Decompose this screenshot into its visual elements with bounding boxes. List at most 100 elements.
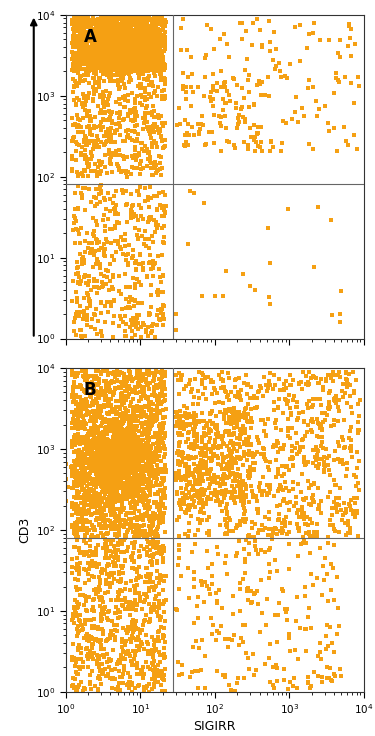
Point	[151, 666, 157, 678]
Point	[105, 49, 111, 61]
Point	[161, 62, 167, 74]
Point	[101, 56, 107, 68]
Point	[81, 305, 87, 317]
Point	[131, 624, 137, 636]
Point	[130, 39, 136, 51]
Point	[126, 365, 132, 377]
Point	[69, 369, 75, 381]
Point	[82, 49, 88, 60]
Point	[130, 64, 136, 76]
Point	[159, 11, 165, 23]
Point	[319, 424, 325, 436]
Point	[123, 463, 129, 475]
Point	[108, 664, 114, 676]
Point	[240, 513, 246, 525]
Point	[333, 390, 339, 402]
Point	[124, 465, 130, 477]
Point	[178, 44, 184, 56]
Point	[86, 275, 92, 286]
Point	[135, 29, 141, 41]
Point	[84, 408, 90, 420]
Point	[138, 453, 144, 465]
Point	[143, 35, 149, 46]
Point	[74, 477, 80, 489]
Point	[140, 38, 146, 49]
Point	[117, 481, 123, 492]
Point	[117, 42, 123, 54]
Point	[106, 57, 112, 69]
Point	[89, 633, 95, 645]
Point	[114, 375, 120, 386]
Point	[244, 453, 250, 465]
Point	[97, 431, 103, 443]
Point	[113, 32, 119, 44]
Point	[141, 427, 147, 439]
Point	[132, 431, 138, 442]
Point	[144, 473, 150, 485]
Point	[150, 50, 156, 62]
Point	[127, 40, 133, 52]
Point	[128, 49, 134, 60]
Point	[70, 18, 76, 29]
Point	[99, 613, 105, 625]
Point	[108, 414, 114, 425]
Point	[113, 45, 119, 57]
Point	[129, 659, 135, 670]
Point	[151, 35, 157, 47]
Point	[136, 425, 142, 437]
Point	[153, 668, 159, 679]
Point	[143, 325, 149, 336]
Point	[290, 374, 296, 386]
Point	[104, 135, 110, 147]
Point	[130, 526, 136, 537]
Point	[146, 480, 152, 492]
Point	[93, 491, 99, 503]
Point	[232, 473, 238, 485]
Point	[155, 14, 161, 26]
Point	[138, 461, 144, 473]
Point	[107, 44, 113, 56]
Point	[96, 558, 102, 570]
Point	[124, 57, 130, 69]
Point	[127, 31, 133, 43]
Point	[123, 577, 129, 589]
Point	[343, 366, 349, 378]
Point	[111, 52, 117, 63]
Point	[146, 233, 152, 245]
Point	[131, 580, 137, 592]
Point	[75, 503, 81, 515]
Point	[206, 436, 212, 447]
Point	[112, 30, 118, 42]
Point	[196, 642, 202, 654]
Point	[300, 531, 306, 543]
Point	[160, 490, 166, 502]
Point	[128, 436, 134, 447]
Point	[126, 676, 132, 688]
Point	[231, 412, 237, 424]
Point	[138, 58, 144, 70]
Point	[81, 25, 87, 37]
Point	[92, 557, 98, 569]
Point	[79, 141, 85, 153]
Point	[107, 440, 113, 452]
Point	[145, 123, 151, 135]
Point	[250, 17, 256, 29]
Point	[137, 64, 143, 76]
Point	[90, 386, 96, 398]
Point	[161, 18, 167, 29]
Point	[83, 493, 89, 505]
Point	[114, 366, 120, 378]
Point	[139, 38, 145, 49]
Point	[92, 29, 98, 40]
Point	[273, 454, 279, 466]
Point	[92, 111, 98, 123]
Point	[136, 31, 142, 43]
Point	[112, 485, 118, 497]
Point	[79, 483, 85, 495]
Point	[134, 46, 140, 58]
Point	[105, 486, 111, 498]
Point	[93, 183, 99, 194]
Point	[332, 479, 338, 491]
Point	[150, 417, 156, 428]
Point	[150, 519, 156, 531]
